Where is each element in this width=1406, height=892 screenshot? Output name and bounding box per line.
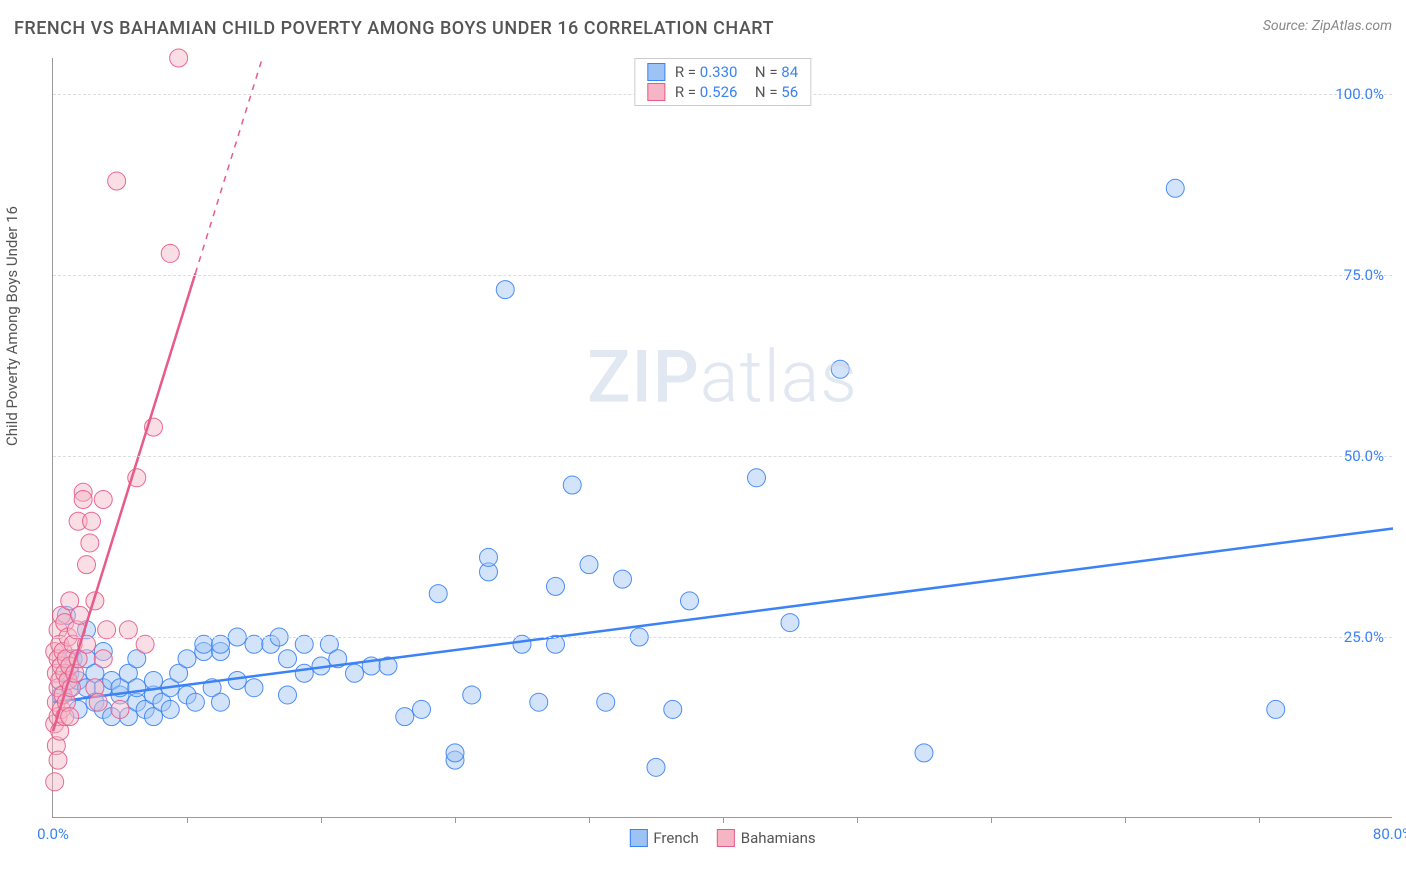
x-tick	[991, 817, 992, 823]
y-tick-label: 50.0%	[1344, 447, 1384, 465]
scatter-point	[74, 491, 92, 509]
chart-title: FRENCH VS BAHAMIAN CHILD POVERTY AMONG B…	[14, 18, 774, 39]
scatter-point	[94, 650, 112, 668]
scatter-point	[580, 556, 598, 574]
y-tick-label: 75.0%	[1344, 266, 1384, 284]
scatter-point	[748, 469, 766, 487]
scatter-point	[496, 281, 514, 299]
scatter-point	[108, 172, 126, 190]
gridline	[53, 456, 1392, 457]
legend-item: French	[629, 829, 698, 847]
scatter-point	[78, 556, 96, 574]
legend-swatch	[647, 63, 665, 81]
scatter-point	[245, 679, 263, 697]
scatter-point	[49, 751, 67, 769]
scatter-point	[547, 577, 565, 595]
trendline-dashed	[195, 58, 262, 273]
scatter-point	[228, 671, 246, 689]
gridline	[53, 275, 1392, 276]
scatter-point	[831, 360, 849, 378]
x-tick	[1259, 817, 1260, 823]
legend-r-value: 0.330	[700, 63, 738, 81]
scatter-point	[161, 700, 179, 718]
scatter-point	[614, 570, 632, 588]
x-tick-label: 80.0%	[1373, 825, 1406, 843]
scatter-point	[429, 585, 447, 603]
legend-label: French	[653, 829, 698, 847]
x-tick	[455, 817, 456, 823]
x-tick	[187, 817, 188, 823]
legend-stat-row: R = 0.526 N = 56	[647, 83, 798, 101]
scatter-point	[94, 491, 112, 509]
scatter-point	[89, 693, 107, 711]
scatter-point	[83, 512, 101, 530]
scatter-point	[563, 476, 581, 494]
x-tick	[723, 817, 724, 823]
scatter-point	[212, 693, 230, 711]
scatter-point	[161, 244, 179, 262]
legend-n-label: N = 84	[747, 63, 798, 81]
x-tick-label: 0.0%	[37, 825, 69, 843]
scatter-point	[681, 592, 699, 610]
scatter-point	[446, 744, 464, 762]
y-tick-label: 100.0%	[1335, 85, 1384, 103]
series-legend: French Bahamians	[629, 829, 815, 847]
scatter-point	[597, 693, 615, 711]
x-tick	[321, 817, 322, 823]
scatter-point	[480, 548, 498, 566]
scatter-point	[396, 708, 414, 726]
scatter-point	[128, 679, 146, 697]
correlation-legend: R = 0.330 N = 84 R = 0.526 N = 56	[634, 58, 811, 106]
y-axis-label: Child Poverty Among Boys Under 16	[3, 206, 21, 446]
legend-label: Bahamians	[741, 829, 816, 847]
scatter-point	[413, 700, 431, 718]
header: FRENCH VS BAHAMIAN CHILD POVERTY AMONG B…	[14, 18, 1392, 39]
scatter-point	[170, 49, 188, 67]
x-tick	[857, 817, 858, 823]
x-tick	[1125, 817, 1126, 823]
scatter-point	[915, 744, 933, 762]
legend-r-label: R = 0.526	[675, 83, 738, 101]
scatter-point	[178, 650, 196, 668]
legend-swatch	[629, 829, 647, 847]
legend-stat-row: R = 0.330 N = 84	[647, 63, 798, 81]
scatter-point	[1267, 700, 1285, 718]
legend-r-label: R = 0.330	[675, 63, 738, 81]
legend-n-value: 56	[781, 83, 798, 101]
scatter-point	[61, 708, 79, 726]
legend-swatch	[717, 829, 735, 847]
scatter-point	[145, 671, 163, 689]
scatter-point	[1166, 179, 1184, 197]
legend-item: Bahamians	[717, 829, 816, 847]
trendline	[53, 528, 1393, 702]
scatter-point	[664, 700, 682, 718]
scatter-point	[295, 664, 313, 682]
legend-n-value: 84	[781, 63, 798, 81]
gridline	[53, 637, 1392, 638]
scatter-point	[81, 534, 99, 552]
legend-swatch	[647, 83, 665, 101]
scatter-point	[781, 614, 799, 632]
legend-r-value: 0.526	[700, 83, 738, 101]
chart-plot-area: ZIPatlas R = 0.330 N = 84R = 0.526 N = 5…	[52, 58, 1392, 818]
scatter-point	[46, 773, 64, 791]
scatter-point	[279, 650, 297, 668]
scatter-point	[463, 686, 481, 704]
scatter-point	[186, 693, 204, 711]
scatter-point	[530, 693, 548, 711]
legend-n-label: N = 56	[747, 83, 798, 101]
scatter-svg	[53, 58, 1392, 817]
y-tick-label: 25.0%	[1344, 628, 1384, 646]
source-attribution: Source: ZipAtlas.com	[1263, 18, 1392, 34]
scatter-point	[279, 686, 297, 704]
x-tick	[589, 817, 590, 823]
scatter-point	[111, 700, 129, 718]
scatter-point	[647, 758, 665, 776]
scatter-point	[346, 664, 364, 682]
